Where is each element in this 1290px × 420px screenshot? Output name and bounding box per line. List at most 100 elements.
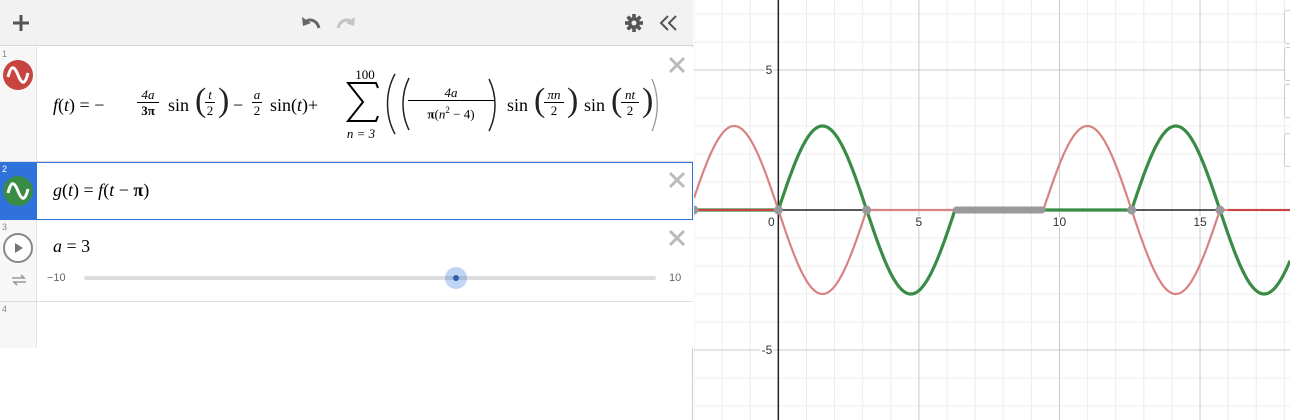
wave-icon[interactable]	[3, 60, 33, 90]
sin-label: sin	[168, 95, 190, 115]
frac-den-exp: 2	[445, 105, 450, 115]
collapse-panel-button[interactable]	[654, 8, 684, 38]
fraction-t-2: t 2	[205, 87, 215, 118]
frac-den: 3π	[137, 102, 159, 118]
paren: (	[195, 82, 207, 119]
math-fn-ref: f	[98, 180, 104, 200]
expression-row-4[interactable]: 4	[0, 302, 693, 348]
math-var: t	[109, 180, 115, 200]
undo-icon	[302, 17, 321, 29]
expression-index: 1	[2, 49, 8, 59]
expression-index: 4	[2, 304, 8, 314]
play-icon	[15, 243, 23, 253]
add-expression-button[interactable]	[6, 8, 36, 38]
double-chevron-left-icon	[659, 15, 677, 31]
math-minus-sign: −	[233, 95, 244, 115]
slider-track[interactable]	[84, 276, 656, 280]
wave-icon[interactable]	[3, 176, 33, 206]
gear-icon	[625, 14, 643, 32]
frac-den: 2	[252, 102, 262, 118]
graph-canvas[interactable]: 0 5 10 15 5 -5	[689, 0, 1290, 420]
slider-min-label[interactable]: −10	[47, 272, 66, 284]
intersection-point	[862, 205, 872, 215]
frac-den: 2	[621, 102, 639, 118]
fraction-4a-pi-n2-4: 4a π(n2 − 4)	[408, 85, 494, 121]
paren: (	[611, 82, 623, 119]
frac-num: 4a	[444, 85, 458, 100]
x-tick-label: 15	[1193, 215, 1207, 229]
close-icon	[668, 56, 686, 74]
slider-max-label[interactable]: 10	[669, 272, 682, 284]
fraction-4a-3pi: 4a 3π	[137, 87, 159, 118]
math-fn-name: g	[53, 180, 62, 200]
sigma-icon	[345, 82, 379, 122]
y-tick-label: -5	[762, 343, 773, 357]
sin-fn: sin	[168, 95, 189, 116]
sum-lower: n = 3	[340, 126, 382, 142]
sin-t: sin(t)+	[270, 95, 319, 115]
math-minus: −	[94, 95, 105, 115]
math-value: 3	[81, 236, 91, 256]
redo-button[interactable]	[331, 8, 361, 38]
expression-math[interactable]: a = 3	[53, 236, 90, 257]
graph-home-button[interactable]	[1284, 84, 1290, 118]
delete-expression-button[interactable]	[667, 55, 687, 75]
paren: (	[534, 82, 546, 119]
math-minus: −	[118, 180, 129, 200]
sin-label: sin	[584, 95, 606, 115]
delete-expression-button[interactable]	[667, 228, 687, 248]
expression-math[interactable]: f(t) = − 4a 3π sin ( t 2 ) − a 2 sin(t)+	[40, 47, 660, 162]
frac-den: 2	[205, 102, 215, 118]
expression-row-1[interactable]: 1 f(t) = − 4a 3π sin ( t 2 ) −	[0, 47, 693, 162]
plus-icon	[13, 15, 29, 31]
graph-settings-button[interactable]	[1284, 133, 1290, 167]
toolbar	[0, 0, 693, 46]
expression-gutter: 2	[0, 162, 37, 219]
math-equals: =	[79, 95, 90, 115]
delete-expression-button[interactable]	[667, 170, 687, 190]
math-var: t	[68, 180, 74, 200]
sum-lower-text: n = 3	[346, 126, 376, 141]
graph-paper[interactable]: 0 5 10 15 5 -5	[689, 0, 1290, 420]
expression-gutter: 3	[0, 220, 37, 301]
expression-math[interactable]: g(t) = f(t − π)	[53, 180, 150, 200]
intersection-point	[773, 205, 783, 215]
frac-den-rest: − 4	[453, 106, 471, 122]
expression-index: 2	[2, 164, 8, 174]
big-paren-close	[651, 78, 658, 132]
x-tick-label: 0	[768, 215, 775, 229]
points	[689, 205, 1225, 215]
intersection-point	[689, 205, 699, 215]
play-button[interactable]	[3, 233, 33, 263]
math-var: t	[64, 95, 70, 115]
sin-fn: sin	[584, 95, 605, 116]
fraction-pin-2: πn 2	[544, 87, 564, 118]
frac-den: 2	[544, 102, 564, 118]
settings-button[interactable]	[619, 8, 649, 38]
expression-row-3[interactable]: 3 a = 3	[0, 220, 693, 302]
tick-labels: 0 5 10 15 5 -5	[760, 62, 1208, 359]
math-var: t	[297, 95, 303, 115]
fraction-nt-2: nt 2	[621, 87, 639, 118]
graph-zoom-out-button[interactable]	[1284, 47, 1290, 81]
paren: )	[567, 82, 579, 119]
math-fn-name: f	[53, 95, 59, 115]
frac-num: a	[253, 87, 261, 102]
undo-button[interactable]	[296, 8, 326, 38]
frac-num: t	[208, 87, 212, 102]
expression-row-2[interactable]: 2 g(t) = f(t − π)	[0, 162, 693, 220]
intersection-point	[1127, 205, 1137, 215]
expression-index: 3	[2, 222, 8, 232]
graph-zoom-in-button[interactable]	[1284, 10, 1290, 44]
sin-label: sin	[507, 95, 529, 115]
close-icon	[668, 229, 686, 247]
math-equals: =	[83, 180, 94, 200]
frac-num: πn	[547, 87, 561, 102]
frac-num: 4a	[141, 87, 155, 102]
expression-list: 1 f(t) = − 4a 3π sin ( t 2 ) −	[0, 0, 693, 420]
expression-gutter: 1	[0, 47, 37, 161]
y-tick-label: 5	[766, 63, 773, 77]
loop-icon[interactable]	[10, 272, 28, 288]
slider-thumb[interactable]	[444, 267, 467, 289]
fraction-a-2: a 2	[252, 87, 262, 118]
